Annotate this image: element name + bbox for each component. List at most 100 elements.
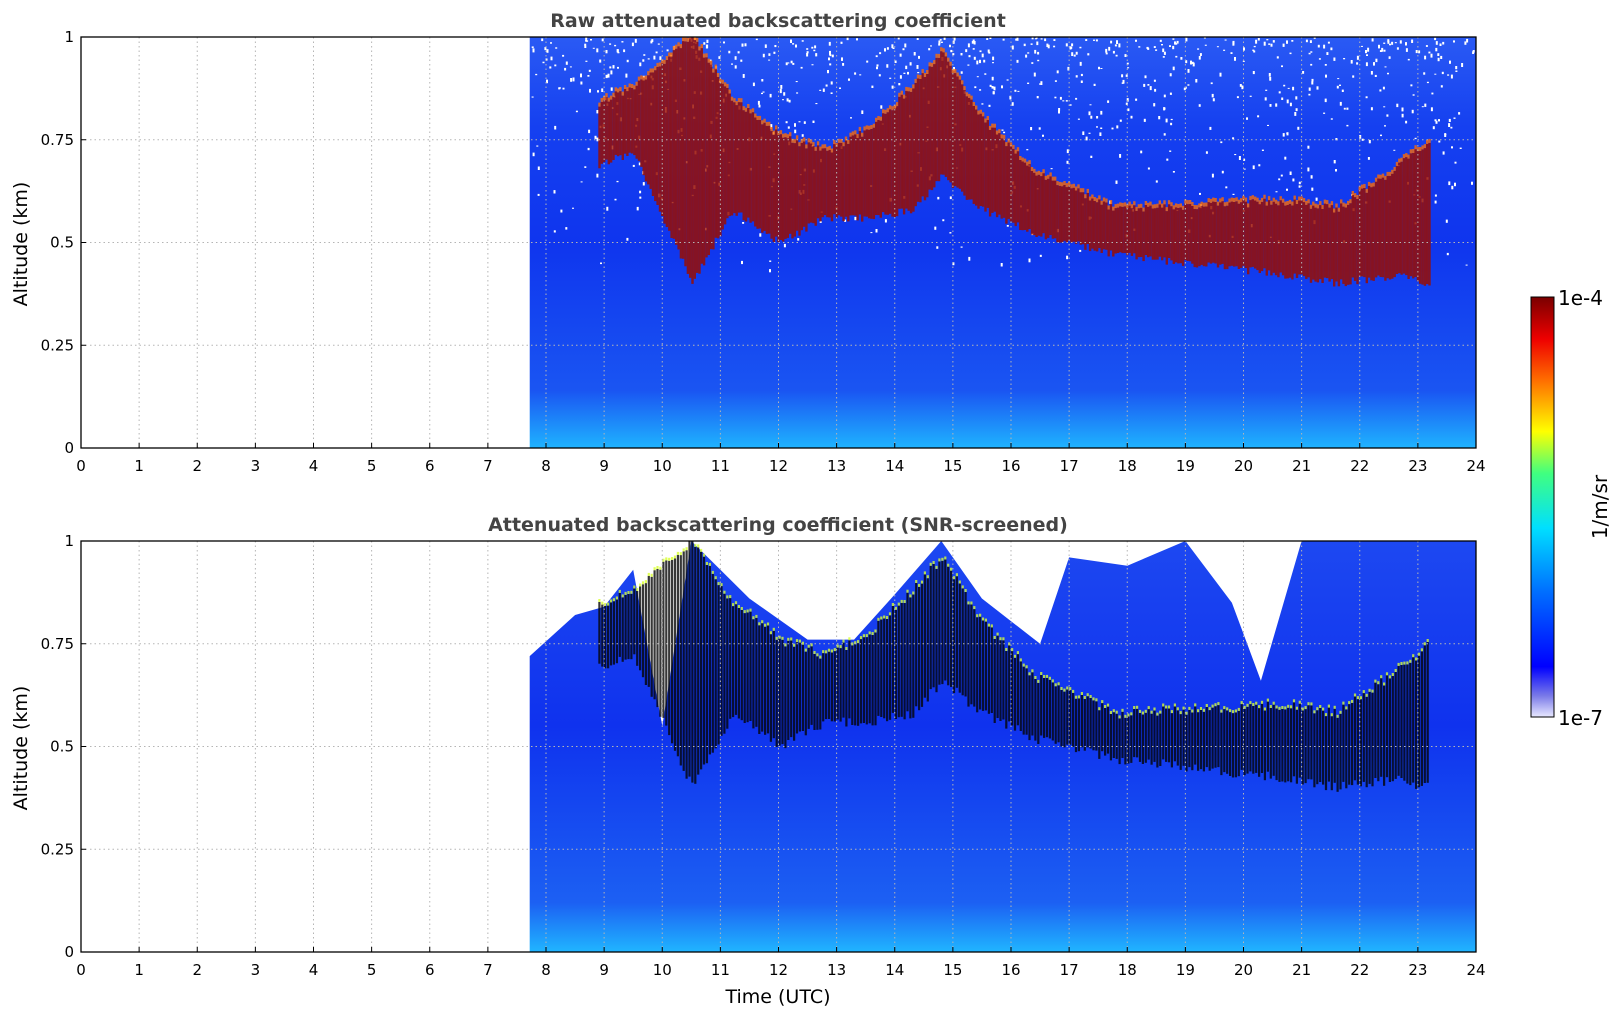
panel1-y-ticks: 00.250.50.751 xyxy=(41,28,86,457)
noise-pixel xyxy=(1121,74,1124,78)
cloud-edge xyxy=(635,81,638,86)
noise-pixel xyxy=(1383,106,1386,108)
noise-pixel xyxy=(1203,37,1206,39)
cloud-edge xyxy=(1258,705,1261,709)
x-tick-label: 8 xyxy=(541,457,551,475)
cloud-column xyxy=(677,46,680,250)
noise-pixel xyxy=(886,47,889,50)
cloud-column xyxy=(1348,704,1351,785)
screened-backscatter-panel: Attenuated backscattering coefficient (S… xyxy=(10,514,1486,1008)
x-tick-label: 22 xyxy=(1350,961,1369,979)
cloud-column xyxy=(1242,199,1245,266)
cloud-column xyxy=(825,653,828,720)
cloud-edge xyxy=(612,598,615,602)
cloud-edge xyxy=(893,104,896,109)
noise-pixel xyxy=(841,57,843,61)
cloud-column xyxy=(1165,708,1168,762)
cloud-edge xyxy=(1305,200,1308,205)
cloud-edge xyxy=(658,62,662,67)
x-tick-label: 15 xyxy=(943,457,962,475)
cloud-edge xyxy=(1000,134,1003,139)
noise-pixel xyxy=(1242,60,1245,62)
noise-pixel xyxy=(1455,66,1458,70)
x-tick-label: 16 xyxy=(1001,961,1020,979)
x-tick-label: 7 xyxy=(483,961,493,979)
cloud-column xyxy=(769,634,772,742)
noise-pixel xyxy=(1190,60,1192,65)
noise-pixel xyxy=(1337,78,1340,80)
cloud-edge xyxy=(1265,201,1268,206)
cloud-edge xyxy=(886,108,889,113)
noise-pixel xyxy=(623,49,626,53)
cloud-column xyxy=(633,588,636,655)
noise-pixel xyxy=(1434,119,1437,122)
noise-pixel xyxy=(780,85,783,89)
colorbar: 1e-4 1e-7 1/m/sr xyxy=(1530,286,1612,730)
cloud-column xyxy=(812,146,815,224)
noise-pixel xyxy=(976,76,979,78)
cloud-edge xyxy=(1327,704,1330,708)
cloud-edge xyxy=(1165,705,1168,709)
cloud-column xyxy=(763,122,766,231)
cloud-edge xyxy=(604,603,607,606)
cloud-edge xyxy=(1278,706,1281,710)
noise-pixel xyxy=(916,65,919,69)
cloud-column xyxy=(851,135,855,216)
noise-pixel xyxy=(1446,252,1449,256)
noise-pixel xyxy=(1258,164,1261,167)
noise-pixel xyxy=(1282,133,1285,137)
noise-pixel xyxy=(1138,46,1141,48)
noise-pixel xyxy=(1069,104,1072,106)
cloud-edge xyxy=(1368,688,1371,692)
cloud-edge xyxy=(1403,661,1406,665)
noise-pixel xyxy=(614,44,617,47)
cloud-column xyxy=(1260,201,1264,272)
noise-pixel xyxy=(580,81,583,85)
cloud-column xyxy=(912,594,915,718)
cloud-column xyxy=(1295,204,1299,278)
noise-pixel xyxy=(768,53,771,56)
cloud-edge xyxy=(1098,195,1101,200)
cloud-column xyxy=(619,91,622,156)
colorbar-gradient xyxy=(1530,296,1555,718)
noise-pixel xyxy=(1243,47,1245,51)
noise-pixel xyxy=(546,49,549,53)
cloud-column xyxy=(956,76,959,188)
y-tick-label: 0.25 xyxy=(41,840,74,858)
noise-pixel xyxy=(1087,53,1090,56)
cloud-column xyxy=(735,105,738,216)
cloud-column xyxy=(693,40,696,279)
cloud-edge xyxy=(1217,702,1220,706)
cloud-column xyxy=(789,136,792,234)
cloud-column xyxy=(1290,708,1293,783)
cloud-column xyxy=(919,79,922,203)
cloud-edge xyxy=(802,137,806,142)
cloud-edge xyxy=(1304,706,1307,710)
noise-pixel xyxy=(1435,41,1438,45)
cloud-column xyxy=(1150,713,1153,765)
cloud-column xyxy=(1028,675,1031,741)
cloud-column xyxy=(1025,668,1028,735)
cloud-column xyxy=(895,106,899,217)
cloud-edge xyxy=(1391,673,1394,676)
cloud-edge xyxy=(1199,707,1203,710)
noise-pixel xyxy=(973,41,976,45)
cloud-column xyxy=(1191,712,1194,771)
cloud-edge xyxy=(961,585,964,589)
noise-pixel xyxy=(1095,39,1098,42)
cloud-column xyxy=(1044,179,1048,240)
cloud-column xyxy=(856,138,859,221)
cloud-edge xyxy=(1370,183,1373,188)
noise-pixel xyxy=(770,124,773,128)
noise-pixel xyxy=(705,44,708,49)
cloud-edge xyxy=(693,37,696,40)
cloud-column xyxy=(968,97,971,200)
noise-pixel xyxy=(1169,150,1172,152)
cloud-column xyxy=(761,124,764,233)
noise-pixel xyxy=(794,129,797,134)
noise-pixel xyxy=(991,86,994,89)
cloud-column xyxy=(823,148,827,215)
noise-pixel xyxy=(1211,93,1214,98)
noise-pixel xyxy=(1281,65,1283,68)
cloud-column xyxy=(1412,657,1415,783)
